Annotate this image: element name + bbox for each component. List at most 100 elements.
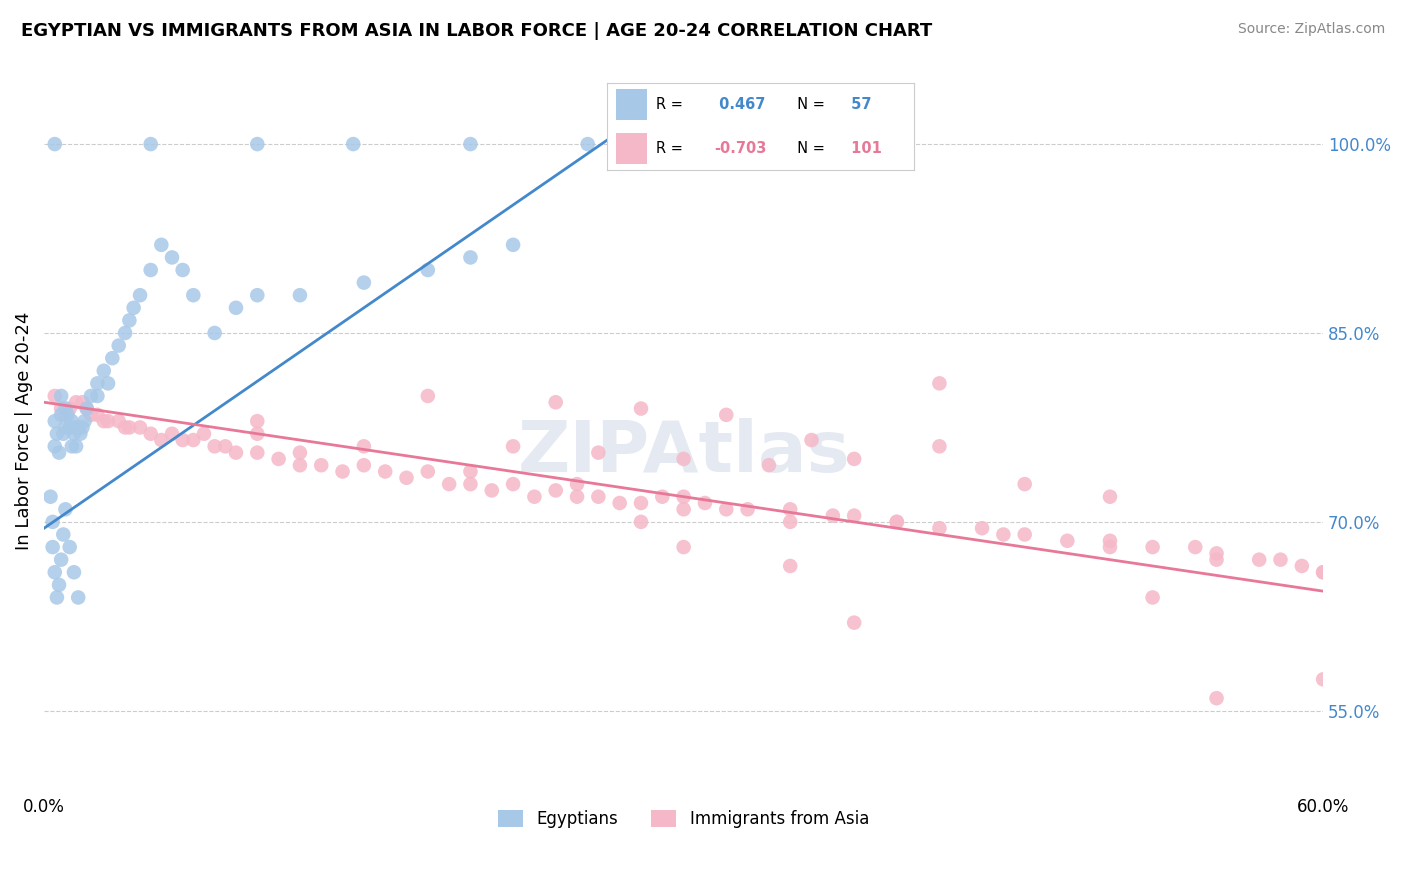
Point — [353, 458, 375, 473]
Point — [844, 615, 866, 630]
Point — [44, 414, 66, 428]
Point — [437, 477, 460, 491]
Point — [204, 439, 226, 453]
Point — [779, 515, 801, 529]
Point — [80, 389, 103, 403]
Point — [779, 502, 801, 516]
Point — [86, 389, 108, 403]
Point — [225, 445, 247, 459]
Point — [630, 515, 652, 529]
Point — [101, 351, 124, 366]
Point — [114, 326, 136, 340]
Point — [225, 301, 247, 315]
Point — [288, 445, 311, 459]
Point — [160, 426, 183, 441]
Point — [758, 458, 780, 473]
Point — [1098, 540, 1121, 554]
Point — [48, 578, 70, 592]
Point — [97, 414, 120, 428]
Point — [288, 288, 311, 302]
Point — [544, 395, 567, 409]
Point — [56, 408, 79, 422]
Point — [114, 420, 136, 434]
Point — [374, 465, 396, 479]
Point — [150, 237, 173, 252]
Point — [716, 408, 738, 422]
Point — [204, 326, 226, 340]
Point — [246, 137, 269, 152]
Point — [67, 591, 90, 605]
Point — [246, 445, 269, 459]
Point — [844, 451, 866, 466]
Point — [76, 401, 98, 416]
Point — [97, 376, 120, 391]
Point — [55, 401, 77, 416]
Point — [800, 433, 823, 447]
Point — [609, 496, 631, 510]
Point — [44, 137, 66, 152]
Point — [51, 408, 73, 422]
Point — [672, 490, 695, 504]
Point — [588, 490, 610, 504]
Point — [67, 420, 90, 434]
Point — [1014, 477, 1036, 491]
Point — [1184, 540, 1206, 554]
Text: Source: ZipAtlas.com: Source: ZipAtlas.com — [1237, 22, 1385, 37]
Point — [246, 414, 269, 428]
Point — [214, 439, 236, 453]
Point — [651, 490, 673, 504]
Point — [928, 521, 950, 535]
Point — [332, 465, 354, 479]
Point — [52, 527, 75, 541]
Point — [48, 445, 70, 459]
Point — [1205, 552, 1227, 566]
Point — [1270, 552, 1292, 566]
Point — [39, 490, 62, 504]
Point — [86, 376, 108, 391]
Point — [55, 420, 77, 434]
Point — [1205, 546, 1227, 560]
Point — [118, 420, 141, 434]
Point — [45, 591, 67, 605]
Text: ZIPAtlas: ZIPAtlas — [517, 417, 851, 487]
Point — [160, 251, 183, 265]
Point — [69, 426, 91, 441]
Point — [523, 490, 546, 504]
Point — [51, 401, 73, 416]
Point — [55, 502, 77, 516]
Point — [672, 502, 695, 516]
Point — [63, 426, 86, 441]
Point — [51, 552, 73, 566]
Point — [139, 263, 162, 277]
Point — [65, 439, 87, 453]
Point — [588, 445, 610, 459]
Point — [80, 408, 103, 422]
Text: EGYPTIAN VS IMMIGRANTS FROM ASIA IN LABOR FORCE | AGE 20-24 CORRELATION CHART: EGYPTIAN VS IMMIGRANTS FROM ASIA IN LABO… — [21, 22, 932, 40]
Point — [41, 515, 63, 529]
Point — [737, 502, 759, 516]
Point — [460, 251, 482, 265]
Point — [51, 389, 73, 403]
Point — [1312, 673, 1334, 687]
Point — [193, 426, 215, 441]
Point — [246, 426, 269, 441]
Point — [416, 389, 439, 403]
Point — [129, 420, 152, 434]
Point — [63, 566, 86, 580]
Point — [59, 401, 82, 416]
Point — [1142, 540, 1164, 554]
Point — [481, 483, 503, 498]
Point — [44, 566, 66, 580]
Point — [65, 420, 87, 434]
Point — [460, 465, 482, 479]
Point — [309, 458, 332, 473]
Point — [1249, 552, 1271, 566]
Point — [928, 376, 950, 391]
Point — [565, 477, 588, 491]
Point — [118, 313, 141, 327]
Point — [1098, 533, 1121, 548]
Point — [183, 288, 205, 302]
Point — [779, 558, 801, 573]
Y-axis label: In Labor Force | Age 20-24: In Labor Force | Age 20-24 — [15, 311, 32, 549]
Point — [1142, 591, 1164, 605]
